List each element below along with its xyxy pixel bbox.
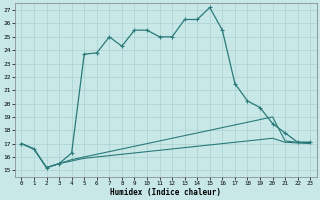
X-axis label: Humidex (Indice chaleur): Humidex (Indice chaleur) [110, 188, 221, 197]
